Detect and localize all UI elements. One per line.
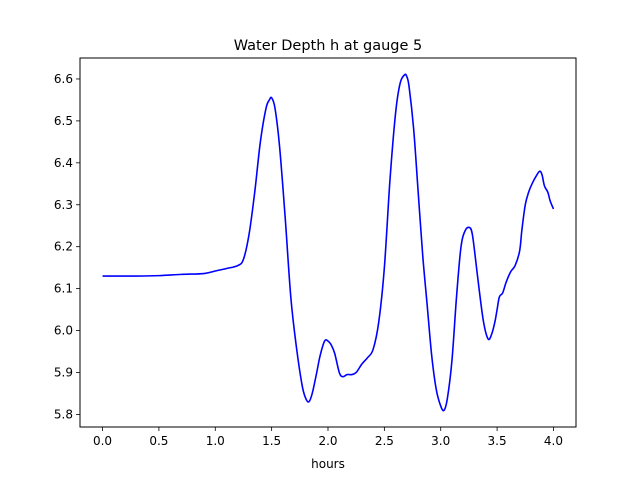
x-tick-label: 3.5 — [488, 434, 507, 448]
series-line — [102, 73, 555, 412]
y-tick-label: 5.8 — [54, 407, 73, 421]
y-tick-label: 6.3 — [54, 198, 73, 212]
x-axis-ticks: 0.0 0.5 1.0 1.5 2.0 2.5 3.0 3.5 4.0 — [93, 427, 563, 448]
x-tick-label: 2.0 — [318, 434, 337, 448]
plot-frame — [79, 57, 577, 428]
series-layer — [102, 73, 555, 412]
x-tick-label: 3.0 — [431, 434, 450, 448]
y-axis-ticks: 5.8 5.9 6.0 6.1 6.2 6.3 6.4 6.5 6.6 — [54, 72, 80, 421]
x-tick-label: 2.5 — [375, 434, 394, 448]
y-tick-label: 6.0 — [54, 324, 73, 338]
x-tick-label: 1.5 — [262, 434, 281, 448]
x-tick-label: 0.5 — [149, 434, 168, 448]
chart-title: Water Depth h at gauge 5 — [234, 38, 422, 54]
y-tick-label: 5.9 — [54, 365, 73, 379]
y-tick-label: 6.6 — [54, 72, 73, 86]
x-tick-label: 0.0 — [93, 434, 112, 448]
y-tick-label: 6.4 — [54, 156, 73, 170]
x-tick-label: 4.0 — [544, 434, 563, 448]
y-tick-label: 6.2 — [54, 240, 73, 254]
x-axis-label: hours — [311, 457, 345, 471]
y-tick-label: 6.1 — [54, 282, 73, 296]
x-tick-label: 1.0 — [206, 434, 225, 448]
y-tick-label: 6.5 — [54, 114, 73, 128]
